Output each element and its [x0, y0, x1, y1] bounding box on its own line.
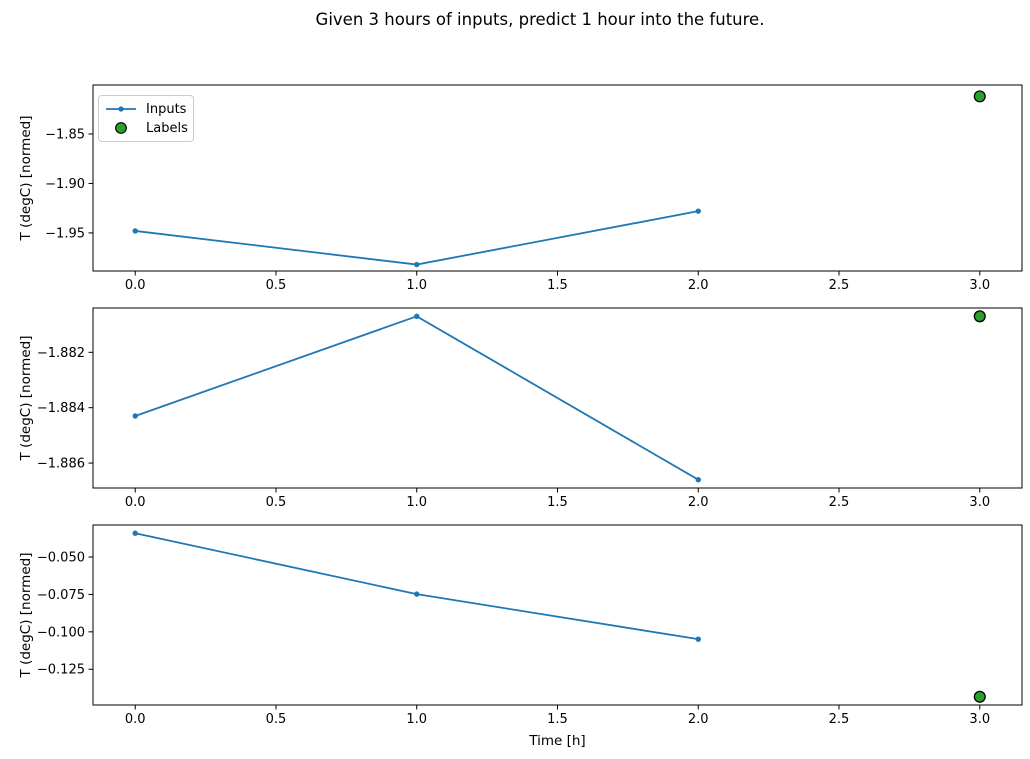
inputs-line	[134, 532, 700, 641]
legend-label-labels: Labels	[146, 120, 188, 136]
labels-point	[973, 90, 986, 103]
x-tick-label: 0.0	[125, 712, 146, 727]
inputs-line-dot-icon	[106, 106, 136, 112]
labels-point	[973, 690, 986, 703]
y-tick-label: −0.075	[37, 588, 85, 603]
x-tick-label: 1.0	[406, 712, 427, 727]
x-tick-label: 1.0	[406, 278, 427, 293]
legend: Inputs Labels	[98, 95, 194, 142]
y-axis-label: T (degC) [normed]	[18, 553, 34, 679]
x-tick-label: 0.5	[266, 278, 287, 293]
x-tick-label: 2.0	[688, 278, 709, 293]
legend-item-inputs: Inputs	[103, 101, 187, 117]
inputs-marker	[132, 413, 138, 419]
y-tick-label: −1.85	[45, 127, 85, 142]
y-axis-label: T (degC) [normed]	[18, 336, 34, 462]
x-tick-label: 1.5	[547, 278, 568, 293]
labels-point	[973, 310, 986, 323]
y-tick-label: −1.95	[45, 226, 85, 241]
inputs-marker	[695, 476, 701, 483]
x-tick-label: 3.0	[969, 495, 990, 510]
x-axis-label: Time [h]	[528, 733, 585, 749]
x-tick-label: 0.5	[266, 495, 287, 510]
x-tick-label: 3.0	[969, 278, 990, 293]
inputs-marker	[132, 228, 138, 234]
subplot-1: −1.85 −1.90 −1.95 0.0 0.5 1.0 1.5 2.0 2.5 3.0 T (d…	[18, 84, 1023, 293]
y-tick-label: −0.050	[37, 551, 85, 566]
x-tick-label: 2.5	[829, 495, 850, 510]
x-tick-label: 2.0	[688, 495, 709, 510]
inputs-line	[134, 315, 700, 481]
y-tick-label: −0.125	[37, 663, 85, 678]
legend-label-inputs: Inputs	[146, 101, 187, 117]
x-tick-label: 1.5	[547, 712, 568, 727]
inputs-marker	[414, 313, 420, 320]
x-tick-label: 0.5	[266, 712, 287, 727]
x-tick-label: 2.0	[688, 712, 709, 727]
inputs-line	[134, 210, 700, 266]
y-tick-label: −0.100	[37, 625, 85, 640]
x-tick-label: 0.0	[125, 495, 146, 510]
labels-circle-icon	[115, 122, 127, 134]
x-tick-label: 1.5	[547, 495, 568, 510]
subplot-2: −1.882 −1.884 −1.886 0.0 0.5 1.0 1.5 2.0 2.5 3.0 T…	[18, 307, 1023, 510]
y-tick-label: −1.884	[37, 401, 85, 416]
y-axis-label: T (degC) [normed]	[18, 116, 34, 242]
axes-spines	[92, 524, 1023, 706]
x-tick-label: 1.0	[406, 495, 427, 510]
legend-item-labels: Labels	[103, 120, 188, 136]
subplot-3: −0.050 −0.075 −0.100 −0.125 0.0 0.5 1.0 1.5 2.0 2…	[18, 524, 1023, 749]
y-tick-label: −1.90	[45, 177, 85, 192]
x-tick-label: 2.5	[829, 278, 850, 293]
inputs-marker	[695, 636, 701, 642]
x-tick-label: 0.0	[125, 278, 146, 293]
inputs-marker	[695, 208, 701, 214]
inputs-marker	[132, 530, 138, 536]
x-tick-label: 2.5	[829, 712, 850, 727]
figure-title: Given 3 hours of inputs, predict 1 hour …	[315, 10, 765, 29]
inputs-marker	[414, 591, 420, 597]
x-tick-label: 3.0	[969, 712, 990, 727]
inputs-marker	[414, 261, 420, 268]
y-tick-label: −1.886	[37, 457, 85, 472]
y-tick-label: −1.882	[37, 346, 85, 361]
